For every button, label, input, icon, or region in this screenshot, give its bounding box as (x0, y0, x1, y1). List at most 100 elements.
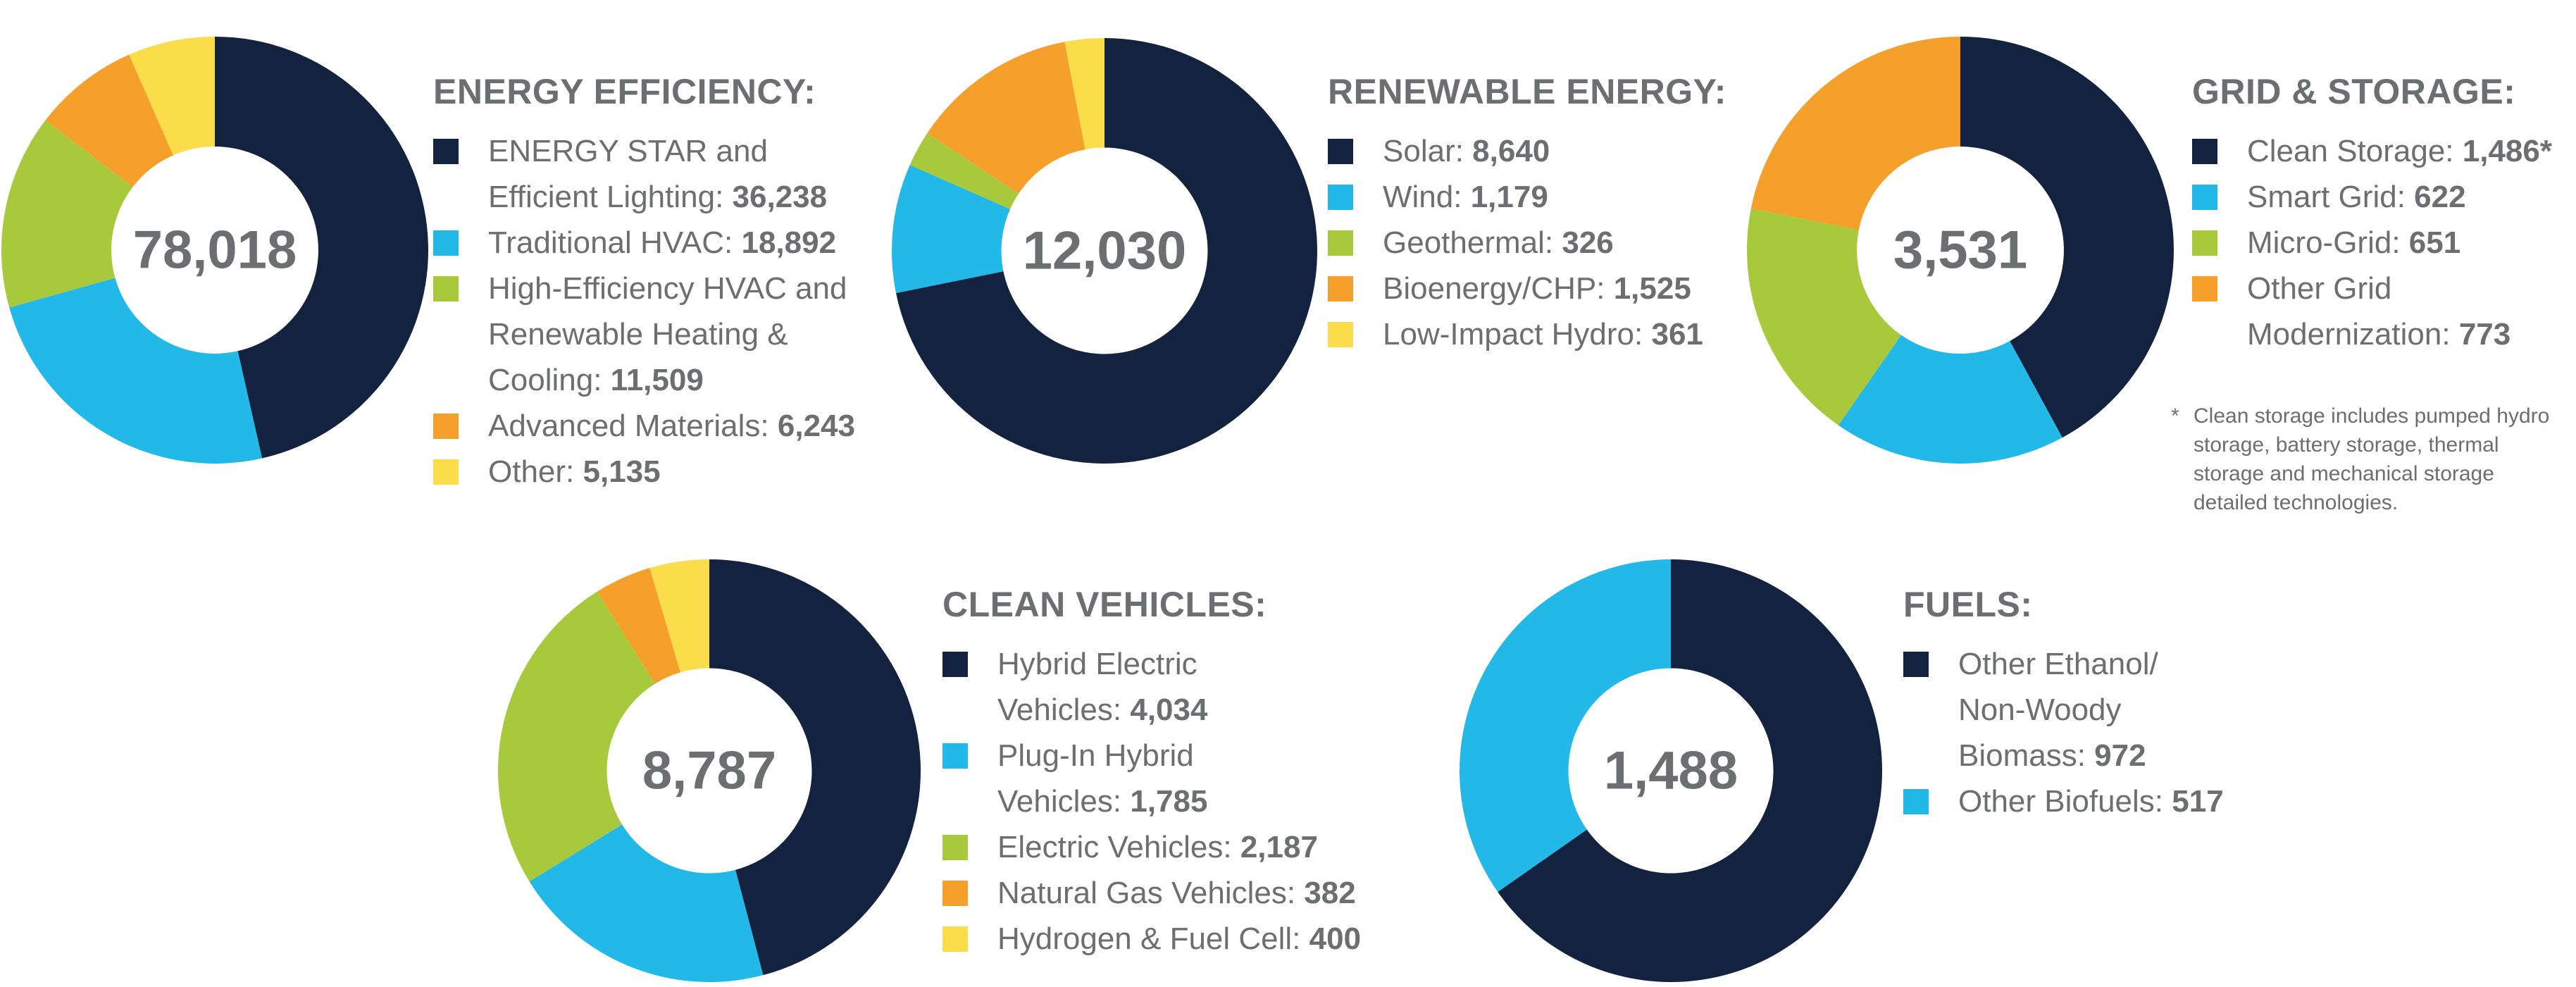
donut-slice-plug-in-hybrid-vehicles (529, 824, 764, 982)
legend-value: 651 (2408, 225, 2461, 260)
renewable-energy-donut: 12,030 (892, 38, 1317, 464)
legend-value: 11,509 (610, 363, 704, 397)
legend-label: Natural Gas Vehicles: (997, 876, 1305, 910)
clean-vehicles-donut: 8,787 (498, 559, 921, 982)
legend-value: 5,135 (583, 454, 661, 489)
donut-slice-hydrogen-fuel-cell (649, 559, 709, 673)
legend-label: Wind: (1383, 180, 1471, 214)
legend-swatch (1328, 276, 1353, 302)
legend-value: 622 (2414, 180, 2466, 214)
legend-value: 6,243 (777, 409, 855, 443)
legend-swatch (2192, 230, 2217, 256)
energy-efficiency-panel: ENERGY EFFICIENCY: ENERGY STAR and Effic… (433, 70, 884, 495)
legend-swatch (433, 459, 459, 485)
legend-item: Wind: 1,179 (1328, 174, 1750, 220)
legend-item: Smart Grid: 622 (2192, 174, 2572, 220)
legend-swatch (942, 881, 968, 906)
clean-vehicles-total: 8,787 (642, 741, 776, 801)
energy-efficiency-donut: 78,018 (1, 37, 429, 464)
fuels-panel: FUELS: Other Ethanol/ Non-Woody Biomass:… (1903, 583, 2255, 824)
fuels-total: 1,488 (1604, 741, 1738, 801)
legend-item: Hydrogen & Fuel Cell: 400 (942, 916, 1393, 962)
donut-slice-smart-grid (1838, 335, 2062, 464)
legend-swatch (2192, 185, 2217, 210)
legend-item: Other: 5,135 (433, 449, 884, 495)
grid-storage-legend: Clean Storage: 1,486* Smart Grid: 622 Mi… (2192, 128, 2572, 357)
donut-slice-solar (896, 38, 1317, 464)
donut-slice-electric-vehicles (498, 591, 655, 882)
legend-value: 1,486* (2462, 134, 2552, 168)
donut-slice-advanced-materials (45, 54, 173, 187)
renewable-energy-legend: Solar: 8,640 Wind: 1,179 Geothermal: 326… (1328, 128, 1750, 357)
legend-label: Solar: (1383, 134, 1473, 168)
energy-efficiency-slices (1, 37, 429, 464)
donut-slice-wind (892, 165, 1010, 294)
legend-value: 361 (1651, 317, 1703, 352)
energy-efficiency-legend: ENERGY STAR and Efficient Lighting: 36,2… (433, 128, 884, 495)
legend-label: Other Biofuels: (1958, 784, 2172, 819)
legend-value: 326 (1562, 225, 1614, 260)
footnote-text: Clean storage includes pumped hydro stor… (2194, 404, 2550, 514)
donut-slice-clean-storage (1960, 37, 2174, 438)
legend-value: 1,525 (1613, 271, 1691, 306)
legend-swatch (1903, 652, 1929, 677)
donut-slice-other-biofuels (1460, 559, 1671, 893)
donut-slice-bioenergy-chp (927, 42, 1085, 194)
footnote-mark: * (2171, 404, 2179, 428)
grid-storage-donut: 3,531 (1747, 37, 2174, 464)
legend-item: Clean Storage: 1,486* (2192, 128, 2572, 174)
legend-swatch (942, 743, 968, 769)
legend-item: Bioenergy/CHP: 1,525 (1328, 266, 1750, 311)
legend-swatch (942, 652, 968, 677)
fuels-title: FUELS: (1903, 585, 2033, 624)
legend-swatch (2192, 139, 2217, 164)
legend-swatch (433, 414, 459, 439)
legend-value: 517 (2172, 784, 2224, 819)
legend-value: 4,034 (1130, 693, 1208, 727)
legend-swatch (942, 926, 968, 952)
legend-label: High-Efficiency HVAC and Renewable Heati… (488, 271, 847, 397)
legend-value: 1,179 (1470, 180, 1548, 214)
legend-swatch (1328, 230, 1353, 256)
legend-value: 773 (2458, 317, 2511, 352)
donut-slice-energy-star-and-efficient-lighting (215, 37, 429, 459)
clean-vehicles-panel: CLEAN VEHICLES: Hybrid Electric Vehicles… (942, 583, 1393, 962)
legend-label: Geothermal: (1383, 225, 1562, 260)
renewable-energy-slices (892, 38, 1317, 464)
legend-label: Electric Vehicles: (997, 830, 1240, 864)
donut-slice-high-efficiency-hvac-and-renewable-heating-cooling (1, 120, 133, 308)
legend-value: 972 (2094, 738, 2146, 773)
legend-swatch (1328, 185, 1353, 210)
legend-value: 400 (1309, 921, 1362, 956)
grid-storage-footnote: * Clean storage includes pumped hydro st… (2171, 402, 2565, 517)
grid-storage-total: 3,531 (1893, 221, 2027, 280)
donut-slice-natural-gas-vehicles (597, 568, 680, 684)
fuels-donut: 1,488 (1460, 559, 1882, 982)
legend-label: Plug-In Hybrid Vehicles: (997, 738, 1194, 819)
renewable-energy-title: RENEWABLE ENERGY: (1328, 72, 1726, 111)
legend-item: Traditional HVAC: 18,892 (433, 220, 884, 266)
donut-slice-traditional-hvac (9, 278, 263, 464)
legend-label: Advanced Materials: (488, 409, 778, 443)
legend-item: Electric Vehicles: 2,187 (942, 824, 1393, 870)
energy-efficiency-title: ENERGY EFFICIENCY: (433, 72, 816, 111)
renewable-energy-total: 12,030 (1023, 221, 1186, 281)
donut-slice-geothermal (909, 133, 1019, 209)
clean-vehicles-slices (498, 559, 921, 982)
legend-swatch (2192, 276, 2217, 302)
grid-storage-panel: GRID & STORAGE: Clean Storage: 1,486* Sm… (2192, 70, 2572, 357)
legend-swatch (1328, 139, 1353, 164)
legend-item: ENERGY STAR and Efficient Lighting: 36,2… (433, 128, 884, 220)
legend-item: Micro-Grid: 651 (2192, 220, 2572, 266)
grid-storage-title: GRID & STORAGE: (2192, 72, 2516, 111)
fuels-slices (1460, 559, 1882, 982)
energy-efficiency-total: 78,018 (133, 221, 297, 280)
donut-slice-other (129, 37, 215, 156)
legend-value: 18,892 (741, 225, 837, 260)
legend-swatch (1903, 789, 1929, 814)
fuels-legend: Other Ethanol/ Non-Woody Biomass: 972 Ot… (1903, 641, 2255, 824)
legend-swatch (433, 276, 459, 302)
legend-label: Low-Impact Hydro: (1383, 317, 1652, 352)
legend-value: 36,238 (732, 180, 828, 214)
legend-swatch (942, 835, 968, 860)
